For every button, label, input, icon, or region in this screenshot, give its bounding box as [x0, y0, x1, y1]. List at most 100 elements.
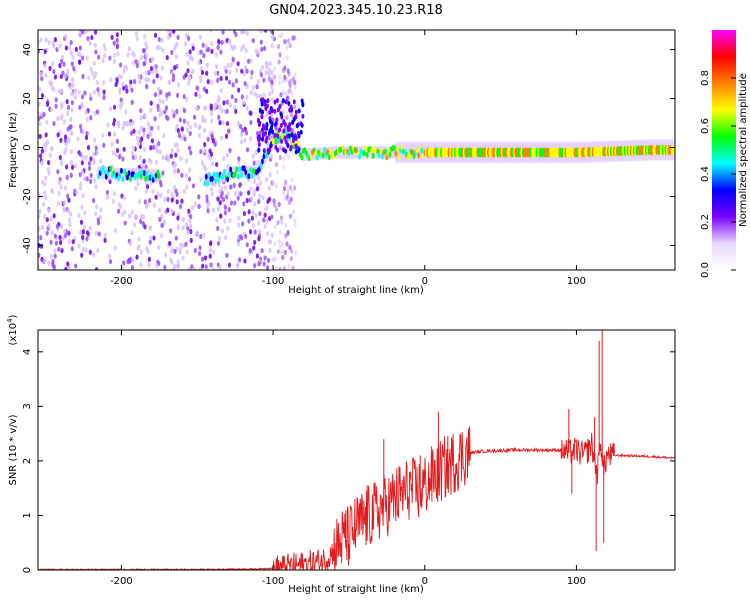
spectrogram-noise-cell — [40, 93, 45, 99]
spectrogram-noise-cell — [94, 204, 99, 210]
spectrogram-noise-cell — [81, 155, 85, 161]
spectrogram-noise-cell — [235, 67, 239, 73]
spectrogram-noise-cell — [47, 208, 51, 214]
spectrogram-noise-cell — [43, 258, 47, 264]
spectrogram-noise-cell — [85, 130, 89, 137]
spectrogram-noise-cell — [39, 71, 43, 77]
spectrogram-noise-cell — [80, 252, 84, 258]
spectrogram-band-cell — [309, 154, 313, 161]
spectrogram-marks — [38, 30, 675, 270]
spectrogram-noise-cell — [152, 64, 156, 70]
snr-y-axis-label: SNR (10 * v/v) — [8, 414, 19, 485]
spectrogram-noise-cell — [209, 151, 214, 157]
spectrogram-noise-cell — [228, 69, 232, 75]
spectrogram-noise-cell — [74, 46, 78, 52]
spectrogram-noise-cell — [152, 144, 156, 150]
spectrogram-noise-cell — [211, 207, 216, 213]
spectrogram-noise-cell — [80, 169, 84, 175]
spectrogram-noise-cell — [238, 123, 243, 130]
spectrogram-noise-cell — [127, 46, 131, 52]
spectrogram-noise-cell — [45, 119, 49, 125]
spectrogram-noise-cell — [265, 218, 269, 225]
spectrogram-noise-cell — [101, 57, 105, 64]
spectrogram-noise-cell — [236, 61, 240, 67]
spectrogram-noise-cell — [231, 56, 235, 62]
spectrogram-noise-cell — [49, 239, 53, 245]
spectrogram-noise-cell — [239, 139, 244, 145]
spectrogram-noise-cell — [239, 132, 244, 138]
spectrogram-noise-cell — [184, 241, 188, 247]
spectrogram-noise-cell — [70, 100, 74, 106]
spectrogram-noise-cell — [219, 87, 223, 94]
spectrogram-noise-cell — [217, 39, 221, 45]
spectrogram-burst-cell — [264, 106, 268, 112]
spectrogram-noise-cell — [59, 137, 63, 143]
spectrogram-noise-cell — [176, 34, 180, 40]
spectrogram-noise-cell — [210, 48, 214, 55]
spectrogram-noise-cell — [124, 109, 128, 115]
spectrogram-noise-cell — [57, 246, 61, 252]
spectrogram-noise-cell — [38, 252, 41, 258]
spectrogram-burst-cell — [289, 104, 293, 110]
spectrogram-noise-cell — [96, 54, 101, 60]
spectrogram-band-cell — [362, 150, 366, 157]
spectrogram-noise-cell — [65, 164, 69, 170]
spectrogram-noise-cell — [181, 216, 185, 222]
spectrogram-noise-cell — [237, 222, 241, 228]
spectrogram-band-cell — [129, 175, 132, 182]
spectrogram-noise-cell — [128, 258, 132, 264]
spectrogram-noise-cell — [175, 108, 179, 114]
spectrogram-noise-cell — [197, 194, 201, 200]
spectrogram-noise-cell — [79, 230, 83, 236]
snr-x-tick-label: 0 — [422, 576, 428, 587]
spectrogram-noise-cell — [210, 161, 214, 167]
spectrogram-burst-cell — [283, 122, 287, 128]
spectrogram-noise-cell — [174, 54, 178, 60]
spectrogram-noise-cell — [44, 175, 48, 181]
spectrogram-noise-cell — [51, 263, 55, 269]
spectrogram-noise-cell — [63, 73, 67, 80]
spectrogram-noise-cell — [187, 176, 192, 182]
spectrogram-noise-cell — [143, 112, 147, 119]
spectrogram-band-cell — [314, 150, 317, 157]
spectrogram-noise-cell — [40, 179, 44, 185]
spectrogram-noise-cell — [257, 236, 261, 242]
spectrogram-noise-cell — [270, 96, 274, 103]
colorbar-tick-label: 0.4 — [700, 166, 711, 182]
spectrogram-noise-cell — [172, 184, 177, 190]
spectrogram-noise-cell — [233, 191, 238, 197]
spectrogram-noise-cell — [94, 211, 98, 217]
spectrogram-burst-cell — [268, 147, 272, 153]
spectrogram-noise-cell — [170, 191, 174, 197]
spectrogram-noise-cell — [220, 39, 224, 45]
spectrogram-noise-cell — [69, 39, 73, 46]
spectrogram-noise-cell — [258, 211, 262, 217]
spectrogram-noise-cell — [198, 93, 202, 100]
spectrogram-noise-cell — [144, 70, 149, 76]
spectrogram-noise-cell — [277, 59, 281, 65]
spectrogram-noise-cell — [154, 143, 158, 149]
spectrogram-noise-cell — [255, 130, 260, 136]
spectrogram-noise-cell — [293, 72, 297, 78]
spectrogram-noise-cell — [169, 228, 173, 234]
spectrogram-burst-cell — [275, 117, 279, 123]
spectrogram-noise-cell — [138, 79, 142, 85]
spectrogram-band-cell — [211, 175, 214, 182]
spectrogram-noise-cell — [184, 222, 188, 228]
spectrogram-noise-cell — [213, 70, 217, 77]
spectrogram-noise-cell — [252, 245, 256, 251]
spectrogram-noise-cell — [149, 131, 153, 137]
spectrogram-noise-cell — [255, 84, 259, 90]
spectrogram-noise-cell — [143, 199, 147, 205]
spectrogram-noise-cell — [173, 264, 177, 270]
spectrogram-noise-cell — [158, 98, 162, 104]
spectrogram-noise-cell — [211, 138, 215, 144]
spectrogram-noise-cell — [215, 63, 219, 69]
spectrogram-noise-cell — [58, 43, 62, 49]
spectrogram-band-cell — [206, 180, 210, 187]
spectrogram-noise-cell — [52, 213, 56, 219]
spectrogram-noise-cell — [38, 226, 41, 232]
spectrogram-noise-cell — [267, 71, 271, 77]
spectrogram-noise-cell — [115, 147, 120, 154]
spectrogram-noise-cell — [255, 186, 260, 192]
